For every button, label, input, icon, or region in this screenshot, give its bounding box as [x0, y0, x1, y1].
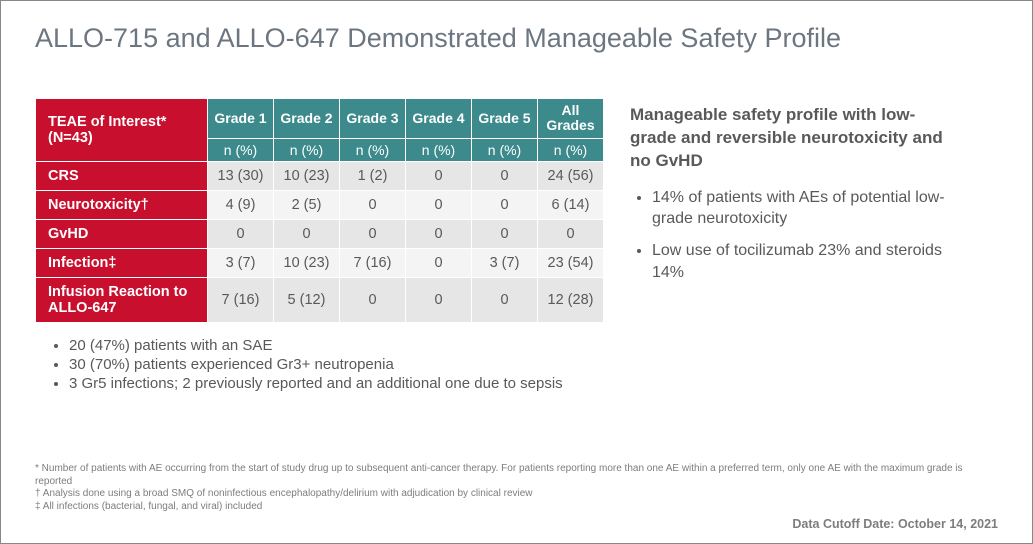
- col-grade-1: Grade 1: [208, 99, 274, 139]
- table-cell: 0: [472, 161, 538, 190]
- footnotes: * Number of patients with AE occurring f…: [35, 463, 998, 513]
- col-grade-3: Grade 3: [340, 99, 406, 139]
- slide-title: ALLO-715 and ALLO-647 Demonstrated Manag…: [35, 23, 998, 54]
- row-label: GvHD: [36, 219, 208, 248]
- table-cell: 24 (56): [538, 161, 604, 190]
- col-grade-4: Grade 4: [406, 99, 472, 139]
- table-row: Neurotoxicity†4 (9)2 (5)0006 (14): [36, 190, 604, 219]
- table-cell: 10 (23): [274, 161, 340, 190]
- table-cell: 3 (7): [208, 248, 274, 277]
- row-header-title: TEAE of Interest* (N=43): [36, 99, 208, 162]
- table-cell: 7 (16): [208, 277, 274, 322]
- table-cell: 0: [472, 277, 538, 322]
- table-cell: 0: [406, 277, 472, 322]
- col-all-grades: All Grades: [538, 99, 604, 139]
- sub-3: n (%): [340, 138, 406, 161]
- footnote: ‡ All infections (bacterial, fungal, and…: [35, 501, 998, 514]
- table-cell: 12 (28): [538, 277, 604, 322]
- table-cell: 0: [406, 190, 472, 219]
- table-row: Infusion Reaction to ALLO-6477 (16)5 (12…: [36, 277, 604, 322]
- all-line2: Grades: [546, 117, 594, 133]
- sub-2: n (%): [274, 138, 340, 161]
- table-cell: 23 (54): [538, 248, 604, 277]
- table-cell: 0: [274, 219, 340, 248]
- table-cell: 5 (12): [274, 277, 340, 322]
- sub-6: n (%): [538, 138, 604, 161]
- footnote: † Analysis done using a broad SMQ of non…: [35, 488, 998, 501]
- below-bullet: 30 (70%) patients experienced Gr3+ neutr…: [69, 356, 604, 373]
- header-row-1: TEAE of Interest* (N=43) Grade 1 Grade 2…: [36, 99, 604, 139]
- table-block: TEAE of Interest* (N=43) Grade 1 Grade 2…: [35, 98, 604, 394]
- table-cell: 4 (9): [208, 190, 274, 219]
- table-cell: 13 (30): [208, 161, 274, 190]
- slide: ALLO-715 and ALLO-647 Demonstrated Manag…: [1, 1, 1032, 543]
- side-text: Manageable safety profile with low-grade…: [630, 98, 950, 293]
- col-grade-5: Grade 5: [472, 99, 538, 139]
- table-cell: 0: [406, 219, 472, 248]
- table-row: Infection‡3 (7)10 (23)7 (16)03 (7)23 (54…: [36, 248, 604, 277]
- side-bullet: 14% of patients with AEs of potential lo…: [652, 187, 950, 230]
- footnote: * Number of patients with AE occurring f…: [35, 463, 998, 488]
- table-cell: 0: [340, 277, 406, 322]
- row-label: Neurotoxicity†: [36, 190, 208, 219]
- cutoff-date: Data Cutoff Date: October 14, 2021: [792, 517, 998, 531]
- row-label: CRS: [36, 161, 208, 190]
- table-cell: 0: [340, 219, 406, 248]
- row-label: Infection‡: [36, 248, 208, 277]
- table-cell: 0: [208, 219, 274, 248]
- below-bullets: 20 (47%) patients with an SAE 30 (70%) p…: [35, 337, 604, 392]
- table-row: CRS13 (30)10 (23)1 (2)0024 (56): [36, 161, 604, 190]
- sub-5: n (%): [472, 138, 538, 161]
- table-body: CRS13 (30)10 (23)1 (2)0024 (56)Neurotoxi…: [36, 161, 604, 322]
- table-row: GvHD000000: [36, 219, 604, 248]
- table-cell: 0: [340, 190, 406, 219]
- col-grade-2: Grade 2: [274, 99, 340, 139]
- table-cell: 10 (23): [274, 248, 340, 277]
- table-cell: 3 (7): [472, 248, 538, 277]
- table-cell: 2 (5): [274, 190, 340, 219]
- row-label: Infusion Reaction to ALLO-647: [36, 277, 208, 322]
- table-cell: 1 (2): [340, 161, 406, 190]
- table-cell: 0: [538, 219, 604, 248]
- table-cell: 0: [406, 161, 472, 190]
- side-heading: Manageable safety profile with low-grade…: [630, 104, 950, 173]
- below-bullet: 3 Gr5 infections; 2 previously reported …: [69, 375, 604, 392]
- sub-1: n (%): [208, 138, 274, 161]
- table-cell: 0: [472, 219, 538, 248]
- below-bullet: 20 (47%) patients with an SAE: [69, 337, 604, 354]
- table-cell: 0: [406, 248, 472, 277]
- safety-table: TEAE of Interest* (N=43) Grade 1 Grade 2…: [35, 98, 604, 323]
- side-bullet: Low use of tocilizumab 23% and steroids …: [652, 240, 950, 283]
- table-cell: 0: [472, 190, 538, 219]
- table-cell: 6 (14): [538, 190, 604, 219]
- all-line1: All: [562, 102, 580, 118]
- side-bullets: 14% of patients with AEs of potential lo…: [630, 187, 950, 283]
- sub-4: n (%): [406, 138, 472, 161]
- table-cell: 7 (16): [340, 248, 406, 277]
- content-row: TEAE of Interest* (N=43) Grade 1 Grade 2…: [35, 98, 998, 394]
